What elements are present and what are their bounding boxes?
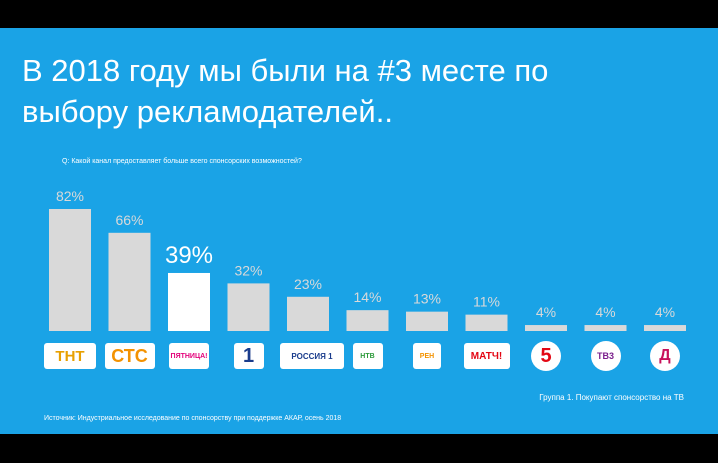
group-note: Группа 1. Покупают спонсорство на ТВ [539,393,684,402]
bar-11 [644,325,686,331]
bar-label-2: 66% [115,212,143,228]
bar-label-6: 14% [353,289,381,305]
bar-label-5: 23% [294,276,322,292]
bar-label-7: 13% [413,291,441,307]
ntv-logo: НТВ [352,343,383,369]
rossiya1-logo: РОССИЯ 1 [280,343,344,369]
slide-title: В 2018 году мы были на #3 месте по выбор… [22,50,672,132]
chart-question: Q: Какой канал предоставляет больше всег… [62,158,302,165]
bar-2 [108,232,151,331]
perviy-logo: 1 [233,343,264,369]
bar-label-11: 4% [655,304,675,320]
bar-label-3: 39% [165,242,213,269]
bar-3 [168,272,210,331]
pyatnitsa-logo: ПЯТНИЦА! [169,343,209,369]
bar-10 [584,325,627,331]
slide-title-line-1: В 2018 году мы были на #3 месте по [22,53,549,88]
sts-logo: СТС [104,343,155,369]
bar-label-9: 4% [536,304,556,320]
bar-6 [346,310,389,331]
bar-1 [49,209,91,331]
bar-4 [227,283,270,331]
tnt-logo: ТНТ [44,343,96,369]
bar-9 [525,325,567,331]
match-logo: МАТЧ! [463,343,510,369]
bar-7 [406,311,448,331]
bar-label-1: 82% [56,188,84,204]
bar-label-10: 4% [595,304,615,320]
source-note: Источник: Индустриальное исследование по… [44,415,342,422]
slide-title-line-2: выбору рекламодателей.. [22,94,393,129]
bar-label-4: 32% [234,262,262,278]
bar-label-8: 11% [473,294,500,310]
ren-logo: РЕН [413,343,441,369]
bar-8 [465,314,508,331]
tv3-logo: ТВ3 [590,341,621,371]
bar-5 [287,296,329,331]
pyatiy-logo: 5 [531,341,561,371]
domashniy-logo: Д [650,341,680,371]
